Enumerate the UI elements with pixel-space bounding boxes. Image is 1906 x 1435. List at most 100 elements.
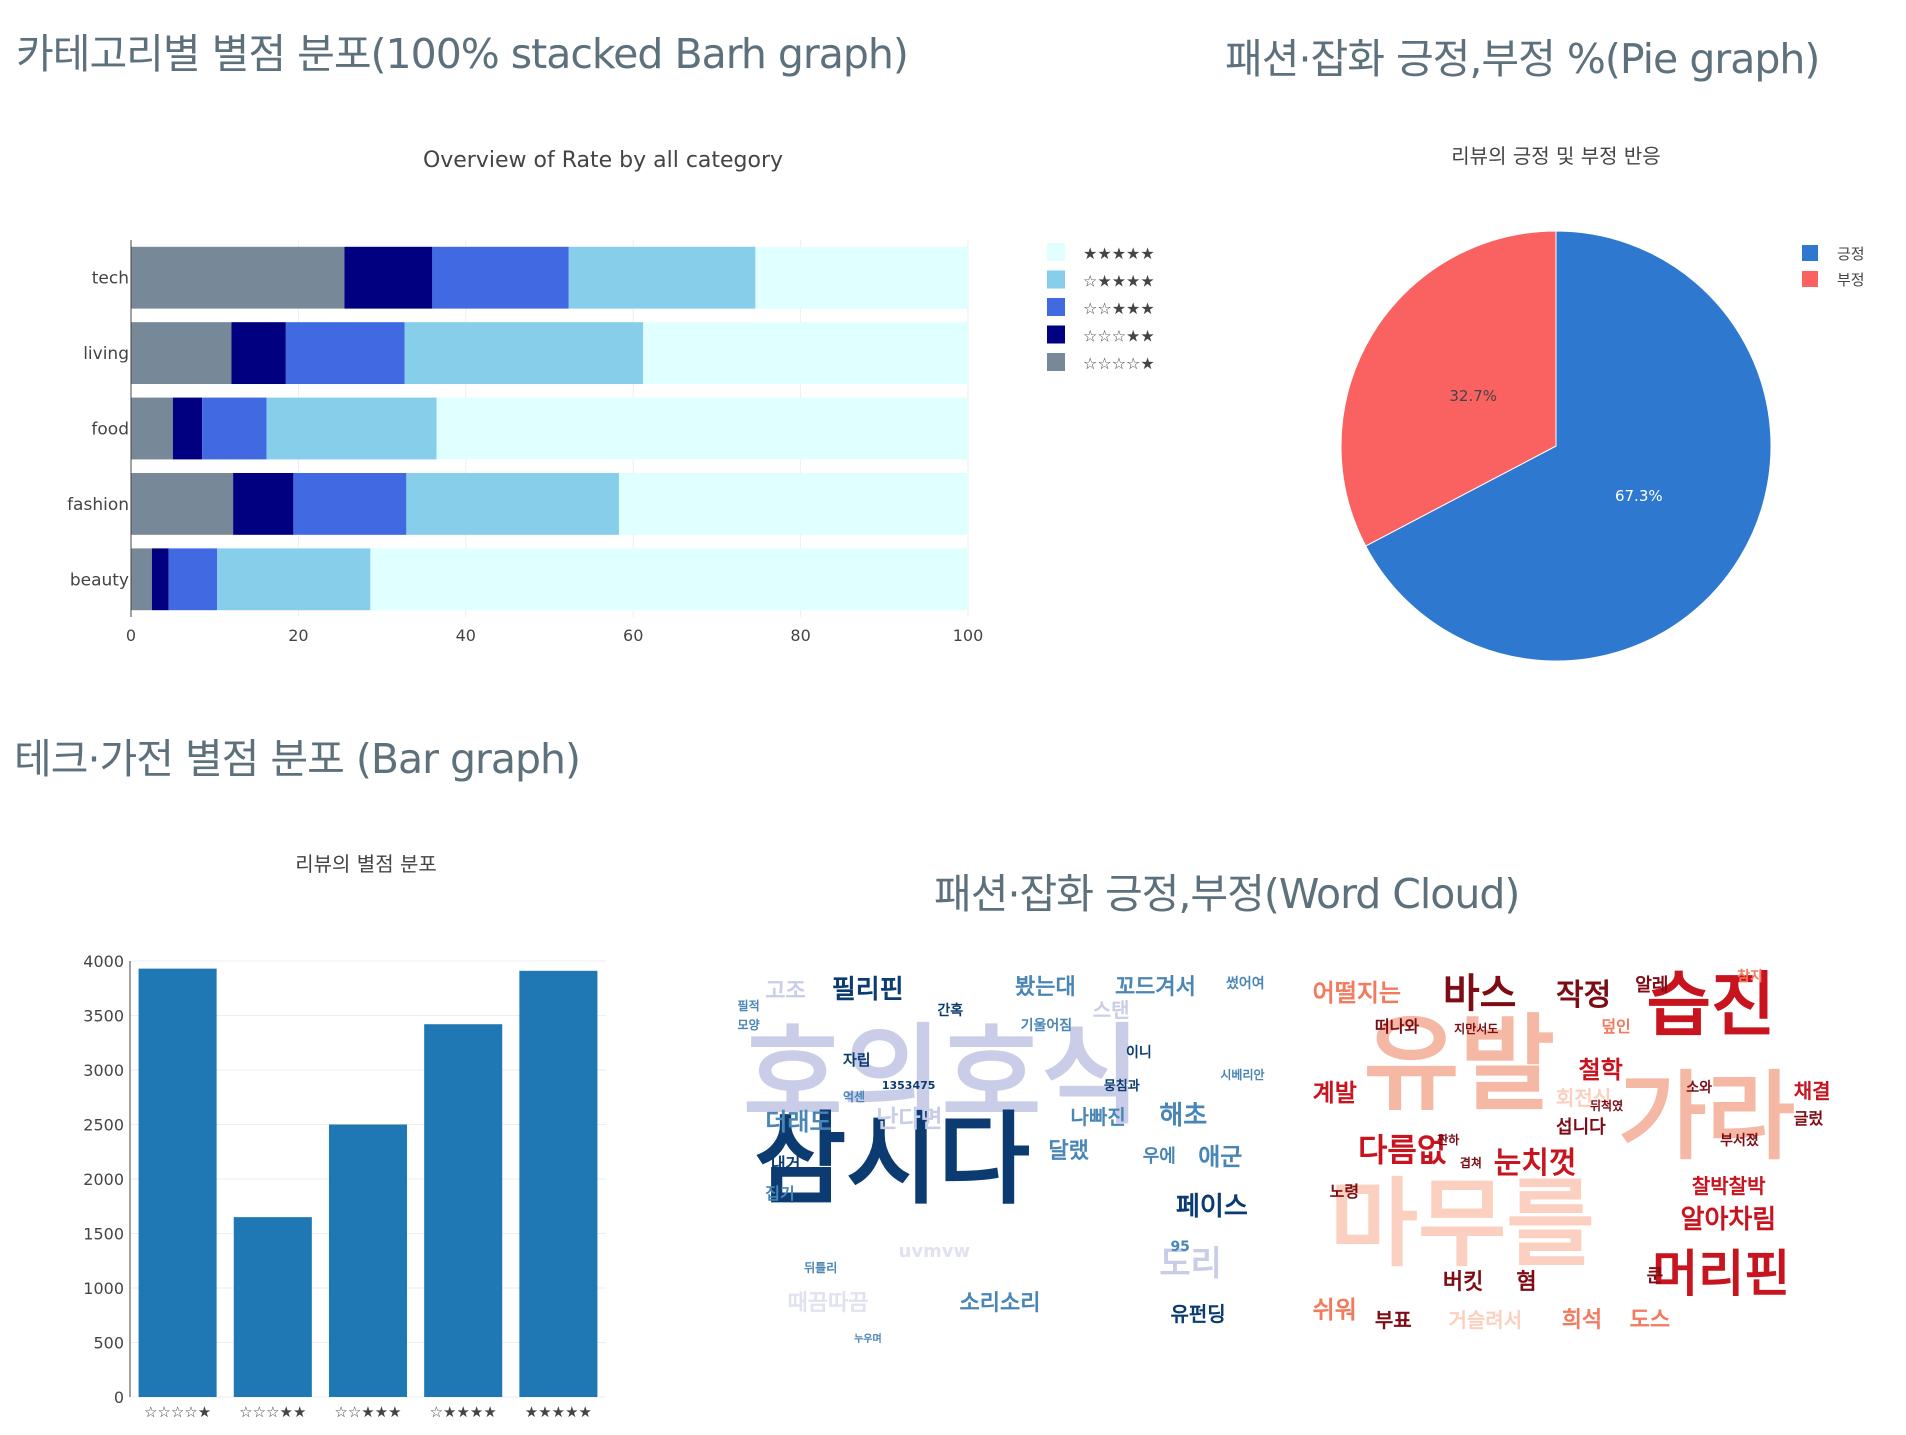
stacked-bar-segment — [168, 548, 218, 611]
wordcloud-word: 짠하 — [1437, 1133, 1460, 1148]
wordcloud-word: 부서졌 — [1720, 1133, 1759, 1150]
wordcloud-word: 페이스 — [1176, 1192, 1248, 1222]
wordcloud-word: 다름없 — [1357, 1131, 1447, 1170]
wordcloud-word: 꼬드겨서 — [1114, 975, 1196, 1001]
stacked-bar-segment — [293, 472, 407, 535]
stacked-legend-label: ☆☆☆★★ — [1083, 327, 1155, 346]
pie-legend-label: 긍정 — [1837, 245, 1865, 263]
wordcloud-word: 노령 — [1329, 1181, 1360, 1201]
wordcloud-word: 떠나와 — [1374, 1017, 1420, 1037]
wordcloud-word: 작정 — [1556, 978, 1612, 1014]
stacked-bar-segment — [131, 397, 173, 460]
wordcloud-word: 습진 — [1646, 966, 1776, 1046]
stacked-bar-segment — [231, 322, 286, 385]
stacked-legend-swatch — [1047, 243, 1065, 261]
stacked-bar-segment — [131, 472, 234, 535]
wordcloud-word: 도리 — [1159, 1244, 1222, 1285]
wordcloud-word: 회전식 — [1556, 1086, 1612, 1111]
bar — [519, 970, 598, 1397]
bar-x-tick-label: ☆☆☆☆★ — [144, 1403, 211, 1421]
bar-chart-title: 리뷰의 별점 분포 — [295, 852, 437, 876]
wordcloud-word: 거슬려서 — [1448, 1307, 1523, 1332]
wordcloud-word: 기울어짐 — [1020, 1018, 1073, 1035]
stacked-bar-segment — [618, 472, 968, 535]
stacked-x-tick-label: 80 — [790, 626, 810, 645]
stacked-x-tick-label: 40 — [456, 626, 476, 645]
pie-legend-label: 부정 — [1837, 271, 1865, 289]
wordcloud-word: 머리핀 — [1652, 1244, 1791, 1303]
bar — [233, 1217, 312, 1397]
stacked-bar-segment — [151, 548, 169, 611]
wordcloud-word: 때끔따끔 — [787, 1290, 869, 1316]
wordcloud-word: 뒤틀리 — [804, 1261, 838, 1276]
stacked-bar-segment — [266, 397, 437, 460]
wordcloud-word: 시베리안 — [1220, 1067, 1265, 1082]
stacked-bar-segment — [217, 548, 371, 611]
bar-y-tick-label: 500 — [93, 1334, 124, 1353]
wordcloud-word: 계발 — [1312, 1078, 1357, 1107]
wordcloud-word: 뭉침과 — [1103, 1079, 1140, 1094]
stacked-x-tick-label: 20 — [288, 626, 308, 645]
stacked-legend-swatch — [1047, 298, 1065, 316]
wordcloud-word: 모양 — [737, 1018, 760, 1033]
stacked-chart-title: Overview of Rate by all category — [423, 148, 783, 173]
stacked-bar-segment — [131, 322, 232, 385]
wordcloud-section-title: 패션·잡화 긍정,부정(Word Cloud) — [934, 870, 1520, 918]
wordcloud-word: 알레 — [1635, 975, 1669, 997]
pie-legend-swatch — [1802, 271, 1818, 287]
wordcloud-word: 나빠진 — [1070, 1104, 1126, 1129]
stacked-bar-segment — [432, 246, 569, 309]
bar-y-tick-label: 3500 — [83, 1007, 124, 1026]
bar-y-tick-label: 4000 — [83, 952, 124, 971]
wordcloud-word: 스탠 — [1092, 998, 1130, 1023]
bar — [138, 968, 217, 1397]
wordcloud-word: 도스 — [1629, 1307, 1671, 1333]
stacked-legend-label: ★★★★★ — [1083, 244, 1155, 263]
stacked-bar-segment — [172, 397, 203, 460]
wordcloud-word: 알아차림 — [1680, 1204, 1777, 1235]
bar-y-tick-label: 1500 — [83, 1225, 124, 1244]
stacked-category-label: food — [91, 420, 129, 440]
wordcloud-word: 우에 — [1142, 1146, 1176, 1168]
pie-chart-title: 리뷰의 긍정 및 부정 반응 — [1451, 144, 1660, 168]
bar-x-tick-label: ☆☆☆★★ — [239, 1403, 306, 1421]
wordcloud-word: 해초 — [1159, 1100, 1208, 1131]
stacked-bar-segment — [344, 246, 433, 309]
wordcloud-word: 철학 — [1578, 1055, 1623, 1084]
wordcloud-word: 희석 — [1561, 1307, 1603, 1333]
bar — [328, 1124, 408, 1397]
pie-legend-swatch — [1802, 245, 1818, 261]
stacked-legend-swatch — [1047, 325, 1065, 344]
stacked-legend-label: ☆☆★★★ — [1083, 299, 1155, 318]
wordcloud-word: 섭니다 — [1556, 1116, 1606, 1138]
stacked-category-label: beauty — [70, 570, 129, 590]
wordcloud-word: 봤는대 — [1015, 975, 1076, 1001]
wordcloud-word: 난다면 — [876, 1104, 943, 1133]
stacked-bar-segment — [285, 322, 405, 385]
stacked-bar-segment — [436, 397, 968, 460]
pie-slice-label: 32.7% — [1449, 387, 1497, 405]
wordcloud-word: 소와 — [1686, 1079, 1712, 1096]
wordcloud-word: 뒤척였 — [1590, 1098, 1624, 1113]
wordcloud-word: 어떨지는 — [1312, 979, 1401, 1008]
stacked-category-label: fashion — [67, 495, 129, 515]
wordcloud-word: 호의호식 — [743, 1014, 1141, 1139]
wordcloud-word: 고조 — [765, 979, 806, 1005]
stacked-category-label: tech — [92, 269, 129, 289]
bar-x-tick-label: ☆☆★★★ — [334, 1403, 401, 1421]
stacked-bar-segment — [404, 322, 644, 385]
wordcloud-word: 삼시다 — [754, 1101, 1031, 1219]
wordcloud-word: 소리소리 — [959, 1290, 1041, 1316]
wordcloud-word: 95 — [1170, 1238, 1190, 1255]
wordcloud-word: 쉬워 — [1312, 1296, 1357, 1325]
stacked-bar-segment — [406, 472, 619, 535]
bar-chart-section-title: 테크·가전 별점 분포 (Bar graph) — [14, 735, 581, 783]
wordcloud-word: 글렀 — [1793, 1109, 1824, 1129]
wordcloud-word: 버킷 — [1442, 1269, 1484, 1295]
wordcloud-word: 달랬 — [1048, 1138, 1089, 1164]
stacked-x-tick-label: 100 — [953, 626, 984, 645]
wordcloud-word: 부표 — [1374, 1307, 1412, 1332]
wordcloud-word: 유펀딩 — [1170, 1302, 1226, 1327]
stacked-bar-segment — [755, 246, 968, 309]
wordcloud-word: 집기 — [765, 1184, 795, 1204]
